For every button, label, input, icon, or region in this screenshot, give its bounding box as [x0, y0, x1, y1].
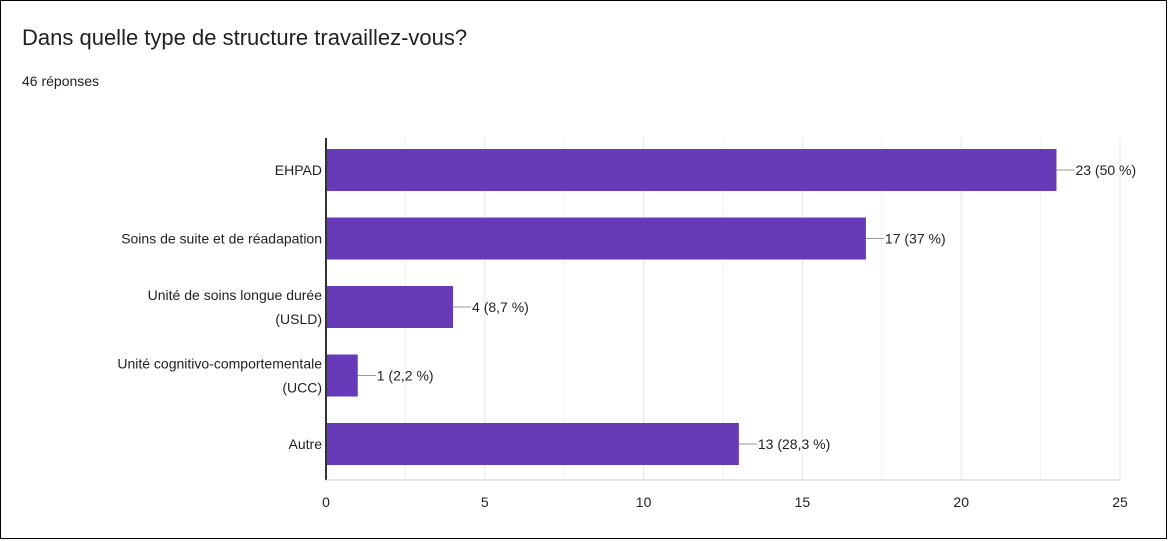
data-label: 4 (8,7 %) — [472, 299, 529, 315]
category-label: (UCC) — [282, 380, 322, 396]
category-label: (USLD) — [275, 311, 322, 327]
axes — [325, 138, 1120, 481]
labels: 0 5 10 15 20 25 23 (50 %) EHPAD 17 (37 %) Soins d… — [117, 162, 1136, 510]
bar — [326, 149, 1057, 191]
x-tick-label: 20 — [953, 494, 969, 510]
bar — [326, 286, 454, 328]
grid-lines — [404, 138, 1121, 480]
x-tick-label: 15 — [795, 494, 811, 510]
category-label: Soins de suite et de réadapation — [121, 231, 322, 247]
category-label: EHPAD — [275, 162, 322, 178]
x-tick-label: 25 — [1112, 494, 1128, 510]
bars — [326, 149, 1057, 465]
x-tick-label: 10 — [636, 494, 652, 510]
question-title: Dans quelle type de structure travaillez… — [22, 25, 468, 50]
data-label: 1 (2,2 %) — [377, 368, 434, 384]
x-tick-label: 0 — [322, 494, 330, 510]
x-tick-label: 5 — [481, 494, 489, 510]
category-label: Autre — [289, 436, 323, 452]
data-label: 13 (28,3 %) — [758, 436, 830, 452]
data-label: 17 (37 %) — [885, 231, 946, 247]
bar — [326, 354, 358, 397]
category-label: Unité de soins longue durée — [148, 287, 323, 303]
category-label: Unité cognitivo-comportementale — [117, 356, 322, 372]
response-count: 46 réponses — [22, 73, 100, 89]
bar — [326, 217, 866, 260]
data-label: 23 (50 %) — [1075, 162, 1136, 178]
bar — [326, 423, 739, 465]
